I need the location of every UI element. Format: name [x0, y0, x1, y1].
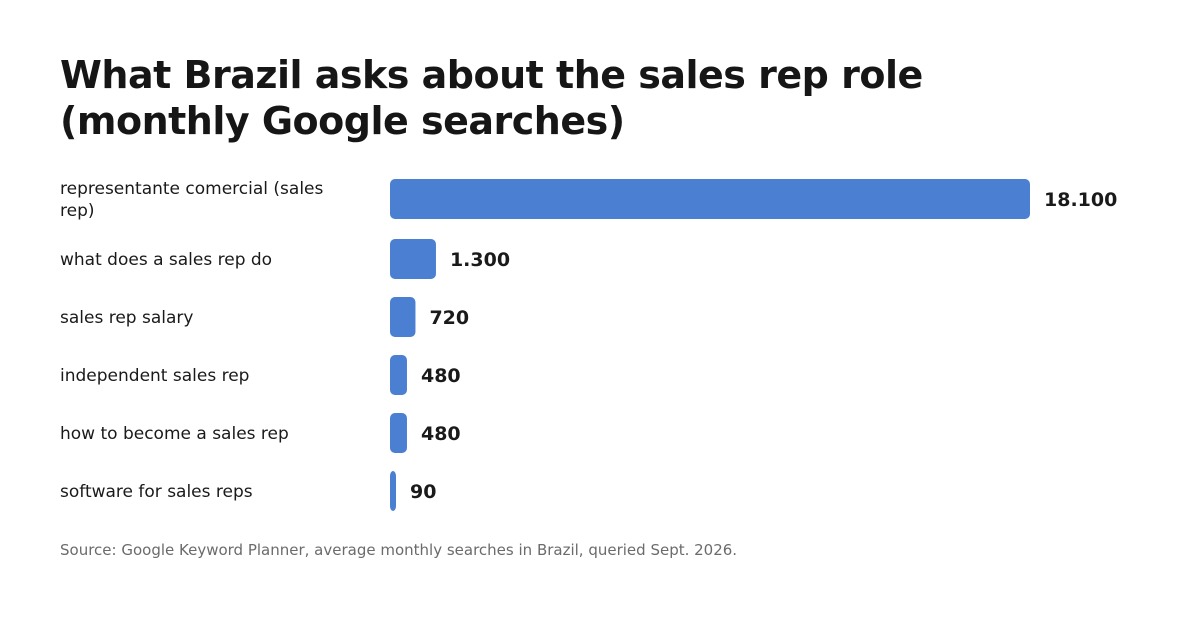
value-label: 480	[421, 423, 461, 445]
category-label: software for sales reps	[60, 482, 253, 502]
value-label: 480	[421, 365, 461, 387]
value-label: 90	[410, 481, 436, 503]
category-label: sales rep salary	[60, 308, 193, 328]
value-label: 18.100	[1044, 189, 1117, 211]
category-label: how to become a sales rep	[60, 424, 289, 444]
chart-title: What Brazil asks about the sales rep rol…	[60, 53, 923, 143]
bar	[390, 471, 396, 511]
category-label: representante comercial (sales rep)	[60, 179, 324, 221]
value-label: 720	[429, 307, 469, 329]
source-note: Source: Google Keyword Planner, average …	[60, 541, 738, 559]
bar	[390, 179, 1030, 219]
value-label: 1.300	[450, 249, 510, 271]
bar	[390, 297, 416, 337]
bar	[390, 413, 407, 453]
category-label: independent sales rep	[60, 366, 249, 386]
bar	[390, 355, 407, 395]
category-label: what does a sales rep do	[60, 250, 272, 270]
bar	[390, 239, 436, 279]
